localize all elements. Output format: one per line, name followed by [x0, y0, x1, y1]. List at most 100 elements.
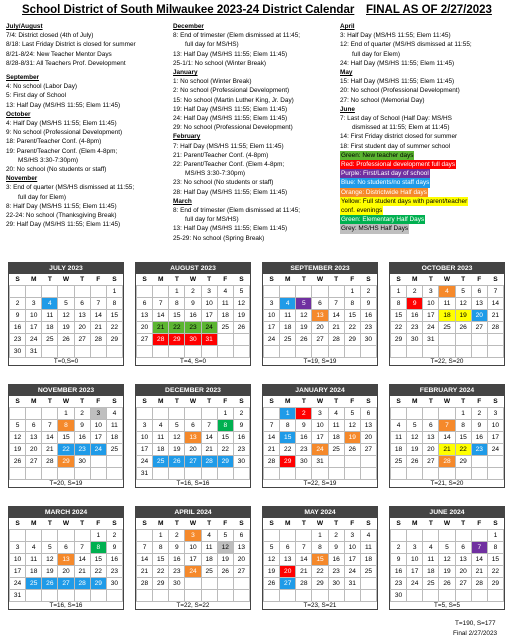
empty-cell	[89, 455, 107, 468]
day-cell: 27	[359, 443, 378, 456]
empty-cell	[486, 345, 505, 358]
weekday-label: M	[157, 398, 164, 405]
day-cell: 8	[389, 297, 408, 310]
day-cell: 26	[216, 565, 234, 578]
day-cell: 14	[486, 297, 505, 310]
empty-cell	[470, 467, 488, 480]
empty-cell	[311, 589, 329, 602]
day-cell: 7	[486, 285, 505, 298]
empty-cell	[184, 345, 202, 358]
empty-cell	[168, 589, 186, 602]
day-cell: 26	[262, 577, 281, 590]
day-cell: 17	[25, 321, 43, 334]
event-line: 1: No school (Winter Break)	[173, 78, 252, 86]
day-cell: 22	[57, 443, 75, 456]
empty-cell	[438, 589, 456, 602]
day-cell: 10	[89, 419, 107, 432]
month-calendar: SEPTEMBER 2023 S M T W T F S 1 2 3 4 5 6 7 8 9 10 11 12 13 14…	[262, 262, 378, 366]
day-cell: 23	[105, 565, 124, 578]
weekday-label: F	[350, 398, 355, 405]
day-cell: 21	[327, 321, 345, 334]
month-calendar: NOVEMBER 2023 S M T W T F S 1 2 3 4 5 6 7 8 9 10 11 12 13 14 1…	[8, 384, 124, 488]
day-cell: 29	[216, 455, 234, 468]
day-cell: 14	[327, 309, 345, 322]
day-cell: 22	[89, 565, 107, 578]
empty-cell	[262, 467, 281, 480]
month-totals: T=19, S=19	[303, 358, 337, 365]
day-cell: 22	[389, 321, 408, 334]
weekday-label: M	[411, 520, 418, 527]
event-line: 8: Half Day (MS/HS 11:55; Elem 11:45)	[6, 202, 117, 210]
weekday-label: F	[223, 276, 228, 283]
day-cell: 24	[486, 443, 505, 456]
event-line: 7: Last day of School (Half Day: MS/HS	[340, 115, 452, 123]
empty-cell	[57, 589, 75, 602]
event-line: 8: End of trimester (Elem dismissed at 1…	[173, 207, 301, 215]
event-line: 4: No school (Labor Day)	[6, 83, 78, 91]
month-calendar: JULY 2023 S M T W T F S 1 2 3 4 5 6 7 8 9 10 11 12 13 14 15 16 1…	[8, 262, 124, 366]
month-totals: T=21, S=20	[430, 480, 464, 487]
day-cell: 13	[470, 297, 488, 310]
day-cell: 4	[422, 541, 440, 554]
day-cell: 3	[89, 407, 107, 420]
weekday-label: F	[350, 276, 355, 283]
day-cell: 26	[57, 333, 75, 346]
day-cell: 9	[73, 419, 91, 432]
day-cell: 23	[389, 577, 408, 590]
event-line: 28: Half Day (MS/HS 11:55; Elem 11:45)	[173, 188, 288, 196]
event-line: 15: No school (Martin Luther King, Jr. D…	[173, 96, 294, 104]
event-line: 27: No school (Memorial Day)	[340, 96, 425, 104]
event-line: 18: First student day of summer school	[340, 142, 451, 150]
weekday-label: T	[334, 520, 339, 527]
empty-cell	[57, 467, 75, 480]
weekday-label: F	[350, 520, 355, 527]
legend-item: Blue: No students/no staff days	[340, 178, 508, 188]
day-cell: 18	[438, 309, 456, 322]
empty-cell	[200, 407, 218, 420]
day-cell: 28	[295, 577, 313, 590]
empty-cell	[41, 285, 59, 298]
weekday-label: F	[477, 398, 482, 405]
day-cell: 11	[105, 419, 124, 432]
weekday-label: T	[207, 520, 212, 527]
day-cell: 10	[184, 541, 202, 554]
day-cell: 10	[311, 419, 329, 432]
day-cell: 7	[89, 297, 107, 310]
empty-cell	[486, 455, 505, 468]
empty-cell	[184, 467, 202, 480]
empty-cell	[343, 455, 361, 468]
empty-cell	[216, 333, 234, 346]
weekday-label: W	[189, 398, 197, 405]
event-line: 12: End of quarter (MS/HS dismissed at 1…	[340, 41, 472, 49]
weekday-label: M	[411, 398, 418, 405]
day-cell: 17	[486, 431, 505, 444]
day-cell: 10	[25, 309, 43, 322]
day-cell: 13	[232, 541, 251, 554]
day-cell: 21	[295, 565, 313, 578]
day-cell: 18	[200, 553, 218, 566]
section-heading: March	[173, 197, 192, 205]
final-as-of-title: FINAL AS OF 2/27/2023	[366, 4, 492, 16]
day-cell: 30	[359, 333, 378, 346]
day-cell: 9	[105, 541, 124, 554]
day-cell: 11	[41, 309, 59, 322]
day-cell: 16	[359, 309, 378, 322]
day-cell: 30	[327, 577, 345, 590]
month-totals: T=5, S=5	[434, 602, 460, 609]
day-cell: 22	[454, 443, 472, 456]
weekday-label: W	[443, 276, 451, 283]
day-cell: 17	[343, 553, 361, 566]
weekday-label: F	[477, 276, 482, 283]
day-cell: 24	[8, 577, 27, 590]
legend-item: Yellow: Full student days with parent/te…	[340, 196, 508, 207]
weekday-label: T	[207, 398, 212, 405]
weekday-label: T	[301, 520, 306, 527]
month-title: JUNE 2024	[390, 507, 504, 518]
weekday-label: S	[493, 520, 498, 527]
day-cell: 13	[184, 431, 202, 444]
day-cell: 9	[184, 297, 202, 310]
empty-cell	[25, 467, 43, 480]
day-cell: 7	[470, 541, 488, 554]
month-totals: T=22, S=19	[303, 480, 337, 487]
weekday-label: T	[174, 276, 179, 283]
